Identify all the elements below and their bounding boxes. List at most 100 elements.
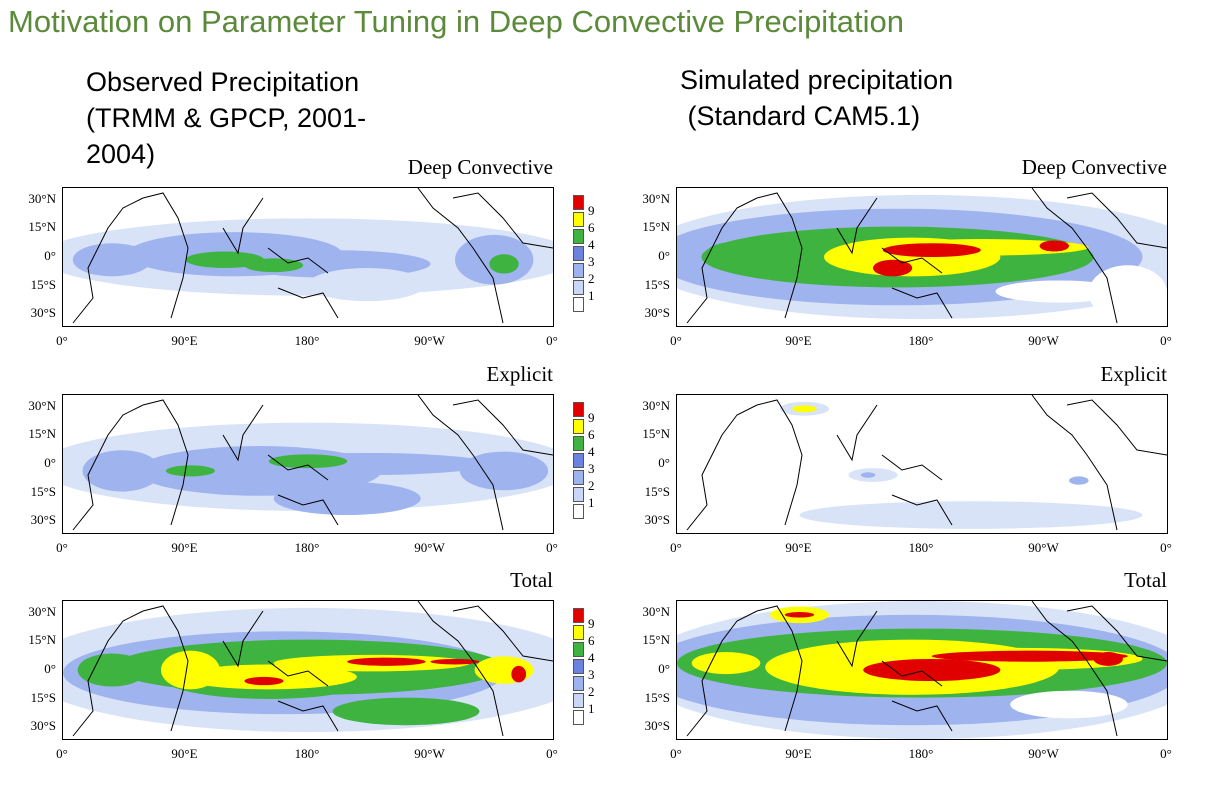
longitude-label: 90°E xyxy=(171,333,198,348)
longitude-label: 90°W xyxy=(414,540,445,555)
longitude-label: 180° xyxy=(908,333,934,348)
coastline xyxy=(417,188,504,324)
latitude-label: 15°N xyxy=(642,632,670,648)
precip-map-sim-1 xyxy=(676,394,1168,534)
latitude-label: 15°S xyxy=(644,689,670,705)
latitude-label: 15°N xyxy=(28,632,56,648)
latitude-label: 30°S xyxy=(644,304,670,320)
precip-blob xyxy=(273,481,421,516)
heading-line: (TRMM & GPCP, 2001- xyxy=(86,103,367,133)
colorbar-swatch xyxy=(573,659,584,674)
longitude-label: 0° xyxy=(546,333,558,348)
colorbar-label: 2 xyxy=(588,684,595,699)
latitude-label: 30°N xyxy=(642,398,670,414)
longitude-label: 90°W xyxy=(1028,333,1059,348)
coastline xyxy=(1066,605,1167,662)
longitude-label: 90°E xyxy=(785,746,812,761)
colorbar-label: 4 xyxy=(588,650,595,665)
colorbar-swatch xyxy=(573,676,584,691)
colorbar-label: 1 xyxy=(588,495,595,510)
precip-blob xyxy=(1088,265,1167,321)
latitude-label: 0° xyxy=(44,455,56,470)
latitude-label: 15°S xyxy=(644,276,670,292)
colorbar-swatch xyxy=(573,229,584,244)
latitude-label: 0° xyxy=(658,455,670,470)
latitude-label: 15°S xyxy=(30,276,56,292)
colorbar-label: 6 xyxy=(588,220,595,235)
longitude-label: 90°E xyxy=(785,333,812,348)
colorbar-swatch xyxy=(573,402,584,417)
coastline xyxy=(836,404,878,462)
coastline xyxy=(417,601,504,737)
colorbar-label: 6 xyxy=(588,633,595,648)
latitude-label: 30°S xyxy=(644,717,670,733)
colorbar-swatch xyxy=(573,453,584,468)
precip-blob xyxy=(430,658,480,665)
latitude-label: 15°S xyxy=(644,483,670,499)
precip-blob xyxy=(347,657,426,666)
precip-blob xyxy=(308,268,426,302)
longitude-label: 180° xyxy=(294,540,320,555)
precip-blob xyxy=(691,652,761,675)
precip-blob xyxy=(873,259,913,277)
latitude-label: 30°S xyxy=(30,511,56,527)
precip-blob xyxy=(1093,652,1123,666)
coastline xyxy=(452,605,553,662)
longitude-label: 0° xyxy=(670,746,682,761)
precip-map-sim-2 xyxy=(676,600,1168,740)
colorbar-label: 1 xyxy=(588,701,595,716)
coastline xyxy=(881,660,943,687)
panel-title-sim-0: Deep Convective xyxy=(1021,155,1167,179)
longitude-label: 0° xyxy=(1160,333,1172,348)
colorbar-label: 4 xyxy=(588,237,595,252)
coastline xyxy=(891,494,953,526)
coastline xyxy=(142,192,189,319)
coastline xyxy=(756,399,803,526)
longitude-label: 0° xyxy=(670,333,682,348)
coastline xyxy=(267,660,329,687)
coastline xyxy=(277,494,339,526)
coastline xyxy=(881,247,943,274)
colorbar-label: 3 xyxy=(588,254,595,269)
coastline xyxy=(142,399,189,526)
colorbar-swatch xyxy=(573,419,584,434)
panel-title-obs-2: Total xyxy=(510,568,553,592)
colorbar-swatch xyxy=(573,487,584,502)
precip-blob xyxy=(82,450,161,492)
precip-blob xyxy=(860,472,876,478)
coastline xyxy=(222,404,264,462)
colorbar-label: 3 xyxy=(588,667,595,682)
colorbar-swatch xyxy=(573,608,584,623)
latitude-label: 30°N xyxy=(28,191,56,207)
precip-blob xyxy=(511,665,527,683)
precip-blob xyxy=(185,251,264,269)
panel-title-obs-1: Explicit xyxy=(486,362,554,386)
coastline xyxy=(686,197,758,324)
latitude-label: 15°N xyxy=(28,426,56,442)
longitude-label: 90°E xyxy=(171,746,198,761)
colorbar-label: 9 xyxy=(588,203,595,218)
longitude-label: 90°W xyxy=(1028,540,1059,555)
coastline xyxy=(72,197,144,324)
colorbar-label: 6 xyxy=(588,427,595,442)
colorbar-swatch xyxy=(573,504,584,519)
precip-blob xyxy=(882,243,981,257)
precip-blob xyxy=(863,658,1001,682)
longitude-label: 180° xyxy=(908,746,934,761)
coastline xyxy=(277,700,339,732)
colorbar-swatch xyxy=(573,470,584,485)
precip-blob xyxy=(1010,690,1128,719)
heading-line: Observed Precipitation xyxy=(86,67,360,97)
longitude-label: 90°E xyxy=(785,540,812,555)
coastline xyxy=(267,247,329,274)
colorbar-swatch xyxy=(573,625,584,640)
coastline xyxy=(222,610,264,668)
precip-blob xyxy=(784,612,815,618)
coastline xyxy=(891,287,953,319)
precip-blob xyxy=(459,451,549,491)
latitude-label: 15°N xyxy=(28,219,56,235)
precip-blob xyxy=(995,280,1123,303)
coastline xyxy=(756,192,803,319)
panel-title-sim-2: Total xyxy=(1124,568,1167,592)
simulated-heading: Simulated precipitation (Standard CAM5.1… xyxy=(680,62,1010,134)
